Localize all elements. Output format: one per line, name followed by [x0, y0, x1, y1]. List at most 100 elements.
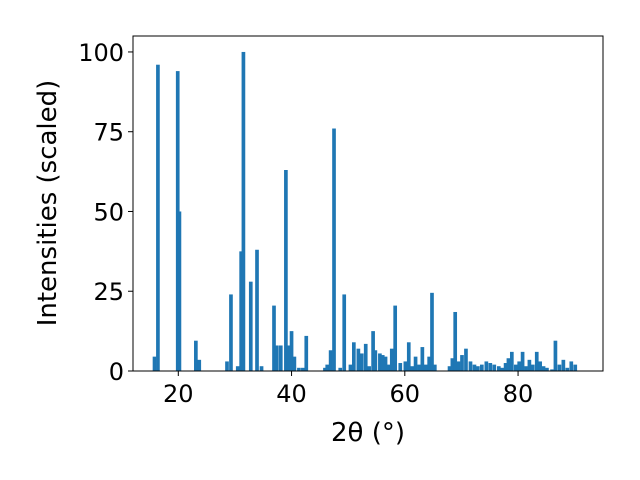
bar — [534, 351, 539, 371]
bar — [420, 347, 425, 371]
bar — [403, 361, 408, 371]
bar — [430, 292, 434, 371]
bar — [484, 361, 489, 371]
y-tick-label: 25 — [93, 278, 124, 306]
bar — [517, 361, 522, 371]
bar — [177, 211, 182, 371]
bar — [432, 364, 437, 371]
bar — [488, 363, 493, 371]
bar — [239, 251, 243, 371]
bar — [389, 348, 394, 371]
bar — [363, 343, 368, 371]
bar — [472, 364, 477, 371]
bar — [456, 361, 461, 371]
bar — [496, 366, 501, 371]
bar — [248, 281, 253, 371]
bar — [417, 364, 421, 371]
bar — [450, 358, 455, 371]
bar — [509, 351, 514, 371]
x-tick-label: 40 — [276, 380, 307, 408]
bar — [301, 367, 305, 371]
bar — [492, 364, 497, 371]
bar — [328, 350, 333, 371]
bar — [476, 366, 480, 371]
bar — [194, 340, 198, 371]
plot-frame — [132, 35, 604, 372]
bar — [541, 366, 546, 371]
bar — [278, 345, 283, 371]
bar — [297, 367, 301, 371]
bar — [386, 364, 391, 371]
bar — [348, 364, 353, 371]
bar — [468, 361, 473, 371]
bar — [197, 359, 202, 371]
bar — [229, 294, 233, 371]
bar — [573, 364, 578, 371]
bar — [274, 345, 279, 371]
bar — [356, 348, 361, 371]
y-tick-label: 0 — [109, 358, 124, 386]
bar — [479, 364, 484, 371]
bar — [156, 64, 160, 372]
bar — [413, 356, 418, 371]
bar — [378, 353, 382, 371]
y-tick-label: 50 — [93, 198, 124, 226]
bar — [513, 364, 518, 371]
bar — [538, 361, 542, 371]
bar — [406, 342, 411, 371]
bar — [506, 358, 511, 371]
bar — [371, 331, 375, 371]
x-tick-label: 20 — [163, 380, 194, 408]
bar — [272, 305, 276, 371]
bar — [289, 331, 294, 371]
bar — [225, 361, 229, 371]
bar — [520, 351, 525, 371]
bar — [255, 249, 259, 371]
bar — [152, 356, 157, 371]
bar — [292, 356, 297, 371]
bar — [503, 363, 508, 371]
bar — [332, 128, 336, 371]
bar — [325, 364, 330, 371]
bar — [235, 366, 240, 371]
bar — [500, 367, 505, 371]
bar — [367, 366, 371, 371]
bar — [557, 364, 562, 371]
bar — [284, 170, 288, 371]
y-axis-label: Intensities (scaled) — [33, 80, 63, 327]
bar — [286, 345, 291, 371]
bar — [323, 367, 327, 371]
bar — [338, 367, 343, 371]
bar — [453, 311, 458, 371]
bar — [545, 367, 549, 371]
bar — [561, 359, 566, 371]
bar — [464, 348, 468, 371]
bar — [527, 359, 532, 371]
bar — [359, 353, 364, 371]
bar — [550, 369, 554, 371]
bar — [460, 355, 464, 371]
bar — [380, 355, 385, 371]
y-tick-label: 100 — [78, 39, 124, 67]
bar — [553, 340, 558, 371]
bar — [304, 335, 309, 371]
bar — [373, 350, 378, 371]
bar — [524, 366, 528, 371]
bar — [342, 294, 347, 371]
bar — [423, 364, 428, 371]
bar — [410, 366, 415, 371]
x-tick-label: 60 — [390, 380, 421, 408]
bar — [352, 342, 356, 371]
bar — [393, 305, 398, 371]
x-tick-label: 80 — [503, 380, 534, 408]
bar — [241, 51, 246, 371]
bar — [259, 366, 264, 371]
bar — [447, 366, 452, 371]
bar — [565, 367, 570, 371]
bar-series — [152, 51, 578, 372]
x-axis-label: 2θ (°) — [331, 418, 405, 448]
y-tick-label: 75 — [93, 119, 124, 147]
bar — [427, 356, 431, 371]
